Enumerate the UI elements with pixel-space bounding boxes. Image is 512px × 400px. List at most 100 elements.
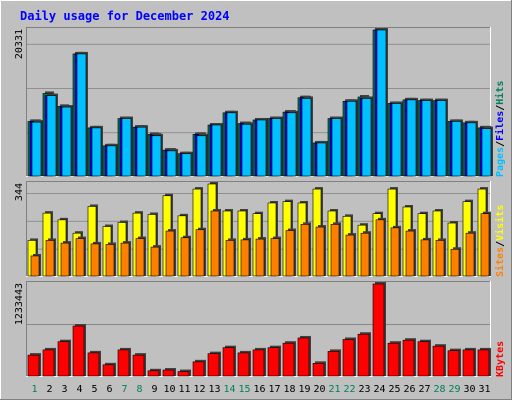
bar-face bbox=[180, 237, 190, 277]
bar-face bbox=[417, 341, 430, 377]
x-tick-label-13: 13 bbox=[208, 384, 220, 395]
y-max-label: 1233443 bbox=[14, 283, 25, 325]
bar-face bbox=[391, 103, 402, 177]
bar-sites-day-1 bbox=[30, 253, 41, 277]
x-tick-label-11: 11 bbox=[178, 384, 190, 395]
chart-title: Daily usage for December 2024 bbox=[20, 9, 230, 23]
bar-face bbox=[147, 370, 160, 377]
bar-kbytes-day-31 bbox=[477, 347, 491, 377]
x-tick-label-14: 14 bbox=[223, 384, 235, 395]
bar-pages-day-21 bbox=[331, 116, 343, 177]
bar-kbytes-day-5 bbox=[87, 350, 101, 377]
bar-face bbox=[45, 240, 55, 277]
bar-face bbox=[117, 349, 130, 377]
panel-3: 1233443 KBytes bbox=[14, 281, 506, 377]
bar-pages-day-3 bbox=[61, 105, 73, 177]
x-tick-label-16: 16 bbox=[253, 384, 265, 395]
bar-kbytes-day-26 bbox=[402, 338, 416, 377]
bar-sites-day-10 bbox=[165, 229, 176, 277]
bar-face bbox=[222, 347, 235, 377]
x-tick-label-9: 9 bbox=[151, 384, 157, 395]
bar-sites-day-12 bbox=[195, 227, 206, 277]
bar-pages-day-15 bbox=[241, 122, 253, 177]
bar-kbytes-day-13 bbox=[207, 351, 221, 377]
side-label-visits: Visits bbox=[494, 205, 506, 241]
bar-kbytes-day-6 bbox=[102, 362, 116, 377]
bar-kbytes-day-4 bbox=[72, 324, 86, 377]
bar-face bbox=[465, 232, 475, 277]
bar-face bbox=[192, 361, 205, 377]
bar-face bbox=[255, 238, 265, 277]
bar-pages-day-16 bbox=[256, 117, 268, 177]
bar-face bbox=[267, 347, 280, 377]
bar-sites-day-31 bbox=[480, 211, 491, 277]
bar-face bbox=[211, 124, 222, 177]
bar-face bbox=[282, 342, 295, 377]
bar-pages-day-26 bbox=[406, 97, 418, 177]
bar-face bbox=[57, 341, 70, 377]
bar-pages-day-31 bbox=[481, 126, 493, 177]
bar-face bbox=[27, 354, 40, 377]
bar-face bbox=[136, 126, 147, 177]
side-label-separator: / bbox=[495, 105, 506, 111]
bar-pages-day-25 bbox=[391, 101, 403, 177]
bar-face bbox=[315, 226, 325, 277]
y-max-label: 20331 bbox=[14, 29, 25, 59]
bar-face bbox=[151, 135, 162, 177]
bar-pages-day-22 bbox=[346, 99, 358, 177]
bar-pages-day-28 bbox=[436, 98, 448, 177]
bar-face bbox=[330, 224, 340, 277]
bar-pages-day-24 bbox=[376, 28, 388, 177]
bar-face bbox=[361, 98, 372, 177]
bar-pages-day-6 bbox=[106, 143, 118, 177]
bar-face bbox=[346, 101, 357, 177]
bar-face bbox=[301, 98, 312, 177]
bar-pages-day-23 bbox=[361, 96, 373, 177]
bar-kbytes-day-7 bbox=[117, 347, 131, 377]
x-tick-label-27: 27 bbox=[418, 384, 430, 395]
bar-sites-day-13 bbox=[210, 209, 221, 277]
bar-pages-day-29 bbox=[451, 119, 463, 177]
side-label-pages: Pages bbox=[495, 147, 506, 177]
bar-kbytes-day-16 bbox=[252, 347, 266, 377]
bar-face bbox=[226, 112, 237, 177]
bar-face bbox=[435, 240, 445, 277]
bar-face bbox=[331, 118, 342, 177]
side-label-separator: / bbox=[495, 141, 506, 147]
bar-pages-day-27 bbox=[421, 98, 433, 177]
bar-face bbox=[286, 112, 297, 177]
bar-kbytes-day-17 bbox=[267, 345, 281, 377]
bar-kbytes-day-3 bbox=[57, 339, 71, 377]
bar-face bbox=[450, 248, 460, 277]
bar-sites-day-26 bbox=[405, 229, 416, 277]
bar-face bbox=[105, 244, 115, 277]
bar-sites-day-23 bbox=[360, 231, 371, 277]
bar-kbytes-day-10 bbox=[162, 368, 176, 377]
bar-sites-day-6 bbox=[105, 242, 116, 277]
bar-face bbox=[177, 371, 190, 377]
bar-face bbox=[240, 239, 250, 277]
side-label-panel-2: Sites/Visits bbox=[494, 205, 506, 277]
bar-face bbox=[256, 119, 267, 177]
bar-face bbox=[375, 219, 385, 277]
bar-sites-day-16 bbox=[255, 237, 266, 277]
bar-face bbox=[106, 145, 117, 177]
bar-pages-day-7 bbox=[121, 116, 133, 177]
bar-kbytes-day-30 bbox=[462, 347, 476, 377]
side-label-files: Files bbox=[494, 111, 506, 141]
bar-face bbox=[196, 135, 207, 177]
x-tick-label-31: 31 bbox=[478, 384, 490, 395]
bar-sites-day-20 bbox=[315, 225, 326, 277]
side-label-panel-1: Pages/Files/Hits bbox=[494, 81, 506, 177]
bar-face bbox=[90, 243, 100, 277]
bar-pages-day-1 bbox=[31, 120, 43, 177]
bar-face bbox=[372, 283, 385, 377]
bar-pages-day-8 bbox=[136, 125, 148, 177]
bar-kbytes-day-12 bbox=[192, 359, 206, 377]
x-tick-label-1: 1 bbox=[31, 384, 37, 395]
bar-face bbox=[480, 213, 490, 277]
bar-kbytes-day-20 bbox=[312, 361, 326, 377]
x-tick-label-18: 18 bbox=[283, 384, 295, 395]
bar-sites-day-18 bbox=[285, 228, 296, 277]
